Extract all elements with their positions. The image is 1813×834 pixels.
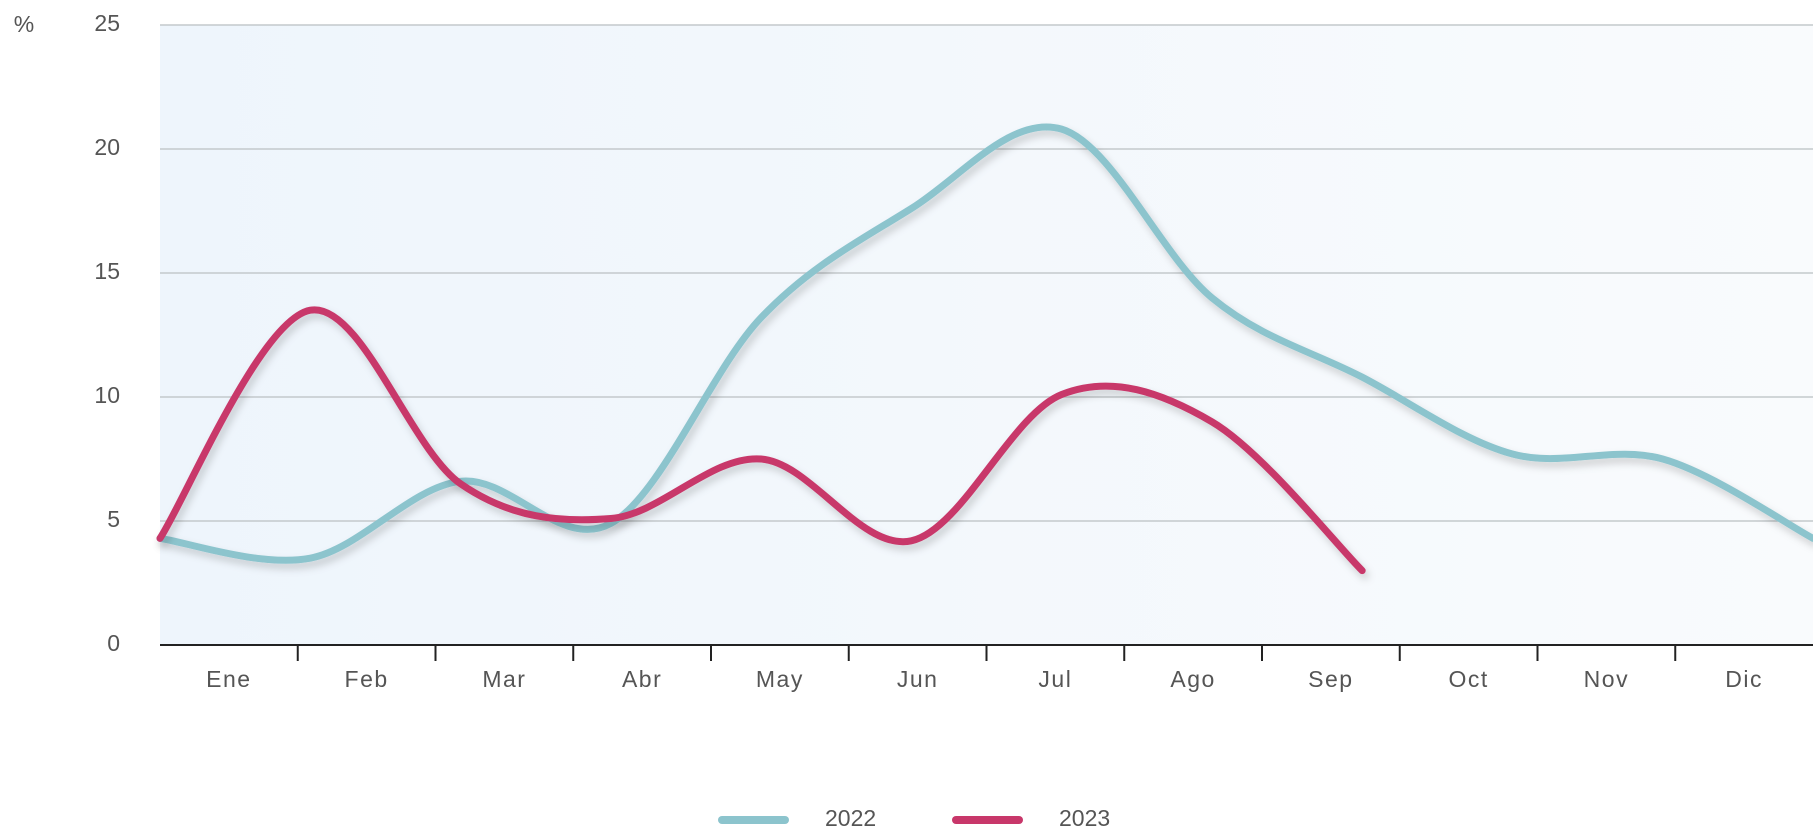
y-axis-label: %: [14, 11, 34, 37]
legend-label: 2023: [1059, 805, 1110, 831]
x-tick-label: Nov: [1584, 666, 1629, 692]
y-tick-label: 20: [94, 134, 120, 160]
x-tick-label: Oct: [1448, 666, 1488, 692]
x-tick-label: Dic: [1725, 666, 1763, 692]
y-tick-label: 25: [94, 10, 120, 36]
series-line: [156, 306, 1366, 575]
x-tick-label: Ago: [1170, 666, 1215, 692]
y-tick-label: 0: [107, 630, 120, 656]
x-tick-label: Mar: [482, 666, 526, 692]
x-tick-label: May: [756, 666, 804, 692]
y-tick-label: 5: [107, 506, 120, 532]
legend-label: 2022: [825, 805, 876, 831]
x-tick-label: Sep: [1308, 666, 1353, 692]
x-tick-label: Jul: [1038, 666, 1072, 692]
x-tick-label: Jun: [897, 666, 939, 692]
x-tick-label: Feb: [345, 666, 389, 692]
x-tick-label: Abr: [622, 666, 662, 692]
plot-area: [160, 25, 1813, 645]
y-tick-label: 15: [94, 258, 120, 284]
y-tick-label: 10: [94, 382, 120, 408]
x-tick-label: Ene: [206, 666, 251, 692]
